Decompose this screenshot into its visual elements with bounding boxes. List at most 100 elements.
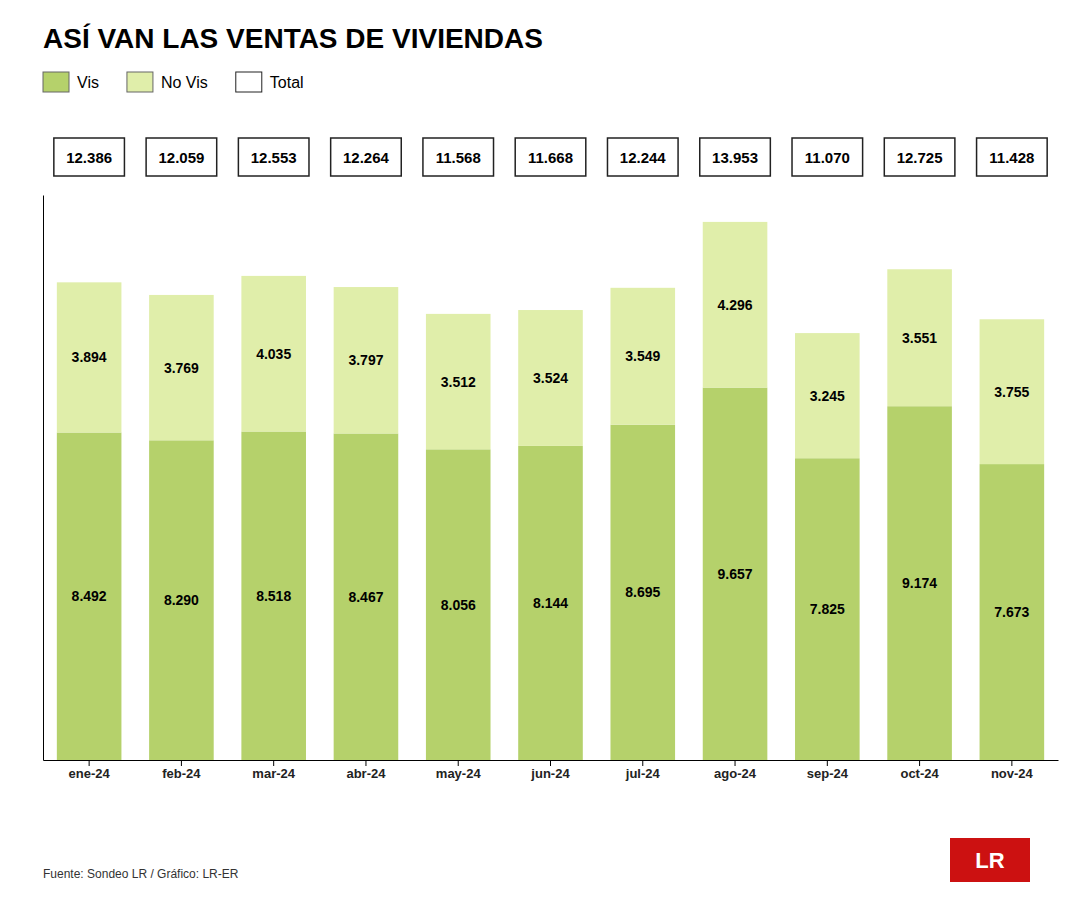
data-label: 3.549	[625, 348, 660, 364]
data-label: 3.524	[533, 370, 568, 386]
x-axis: ene-24 feb-24 mar-24 abr-24 may-24 jun-24 jul-…	[44, 760, 1059, 781]
x-tick: ene-24	[69, 760, 111, 781]
y-axis-line	[43, 196, 44, 761]
bar	[518, 446, 583, 760]
total-label: 11.668	[528, 149, 573, 166]
x-tick-mark	[550, 760, 551, 766]
total-box	[884, 138, 955, 176]
x-tick-label: may-24	[436, 766, 482, 781]
total-box	[238, 138, 309, 176]
x-tick: nov-24	[991, 760, 1034, 781]
data-label: 9.174	[902, 575, 937, 591]
total-label: 13.953	[712, 149, 758, 166]
x-tick-label: sep-24	[807, 766, 849, 781]
x-tick-mark	[273, 760, 274, 766]
total-label: 12.725	[897, 149, 943, 166]
bar	[149, 295, 214, 440]
total-box	[792, 138, 863, 176]
total-box	[54, 138, 125, 176]
total-label: 11.070	[805, 149, 850, 166]
total-box	[515, 138, 586, 176]
total-label: 12.386	[66, 149, 112, 166]
legend-label: No Vis	[161, 74, 208, 91]
x-tick-mark	[1011, 760, 1012, 766]
x-tick: abr-24	[346, 760, 386, 781]
x-tick-mark	[181, 760, 182, 766]
total-label: 12.059	[158, 149, 204, 166]
title: ASÍ VAN LAS VENTAS DE VIVIENDAS	[43, 23, 543, 54]
data-label: 3.797	[348, 352, 383, 368]
x-tick: jul-24	[625, 760, 661, 781]
data-label: 8.467	[348, 589, 383, 605]
data-label: 3.551	[902, 330, 937, 346]
data-label: 8.695	[625, 584, 660, 600]
x-tick-label: ene-24	[69, 766, 111, 781]
x-tick-mark	[919, 760, 920, 766]
data-label: 8.518	[256, 588, 291, 604]
x-tick-label: oct-24	[900, 766, 939, 781]
bar	[795, 333, 860, 458]
legend-swatch	[127, 72, 153, 92]
data-label: 8.144	[533, 595, 568, 611]
x-tick-mark	[827, 760, 828, 766]
data-label: 4.035	[256, 346, 291, 362]
x-tick-mark	[365, 760, 366, 766]
bar	[426, 314, 491, 449]
x-tick-mark	[735, 760, 736, 766]
bar	[610, 288, 675, 425]
total-box	[423, 138, 494, 176]
data-labels: 8.4928.2908.5188.4678.0568.1448.6959.657…	[72, 297, 1030, 620]
x-tick: may-24	[436, 760, 482, 781]
x-tick-label: feb-24	[162, 766, 201, 781]
bar	[241, 432, 306, 760]
data-label: 3.755	[994, 384, 1029, 400]
x-tick-label: jul-24	[625, 766, 661, 781]
x-tick: mar-24	[252, 760, 295, 781]
total-label: 11.428	[989, 149, 1034, 166]
x-tick-label: nov-24	[991, 766, 1034, 781]
bar	[241, 276, 306, 432]
logo-text: LR	[975, 848, 1004, 873]
logo-box	[950, 838, 1030, 882]
data-label: 3.769	[164, 360, 199, 376]
legend: Vis No Vis Total	[43, 72, 304, 92]
x-tick-mark	[458, 760, 459, 766]
bar	[57, 433, 122, 760]
total-label: 12.244	[620, 149, 667, 166]
bar	[610, 425, 675, 760]
x-tick: jun-24	[530, 760, 570, 781]
total-box	[700, 138, 771, 176]
x-tick: sep-24	[807, 760, 849, 781]
chart: ASÍ VAN LAS VENTAS DE VIVIENDAS8.4928.29…	[0, 0, 1080, 900]
bar	[980, 319, 1045, 464]
total-box	[331, 138, 402, 176]
data-label: 3.245	[810, 388, 845, 404]
bars	[57, 222, 1044, 760]
total-label: 12.553	[251, 149, 297, 166]
legend-item: Total	[236, 72, 304, 92]
x-tick-label: mar-24	[252, 766, 295, 781]
data-label: 7.825	[810, 601, 845, 617]
x-tick-label: abr-24	[346, 766, 386, 781]
x-tick: feb-24	[162, 760, 201, 781]
bar	[334, 287, 399, 433]
bar	[518, 310, 583, 446]
legend-label: Total	[270, 74, 304, 91]
logo: LR	[950, 838, 1030, 882]
bar	[703, 388, 768, 760]
data-label: 4.296	[718, 297, 753, 313]
x-tick: ago-24	[714, 760, 757, 781]
bar	[795, 458, 860, 760]
legend-label: Vis	[77, 74, 99, 91]
y-axis	[43, 196, 44, 761]
data-label: 8.492	[72, 588, 107, 604]
x-tick-label: jun-24	[530, 766, 570, 781]
data-label: 8.056	[441, 597, 476, 613]
total-label: 12.264	[343, 149, 390, 166]
bar	[57, 282, 122, 432]
total-box	[146, 138, 217, 176]
x-tick: oct-24	[900, 760, 939, 781]
x-tick-label: ago-24	[714, 766, 757, 781]
legend-item: Vis	[43, 72, 99, 92]
totals: 12.38612.05912.55312.26411.56811.66812.2…	[54, 138, 1047, 176]
